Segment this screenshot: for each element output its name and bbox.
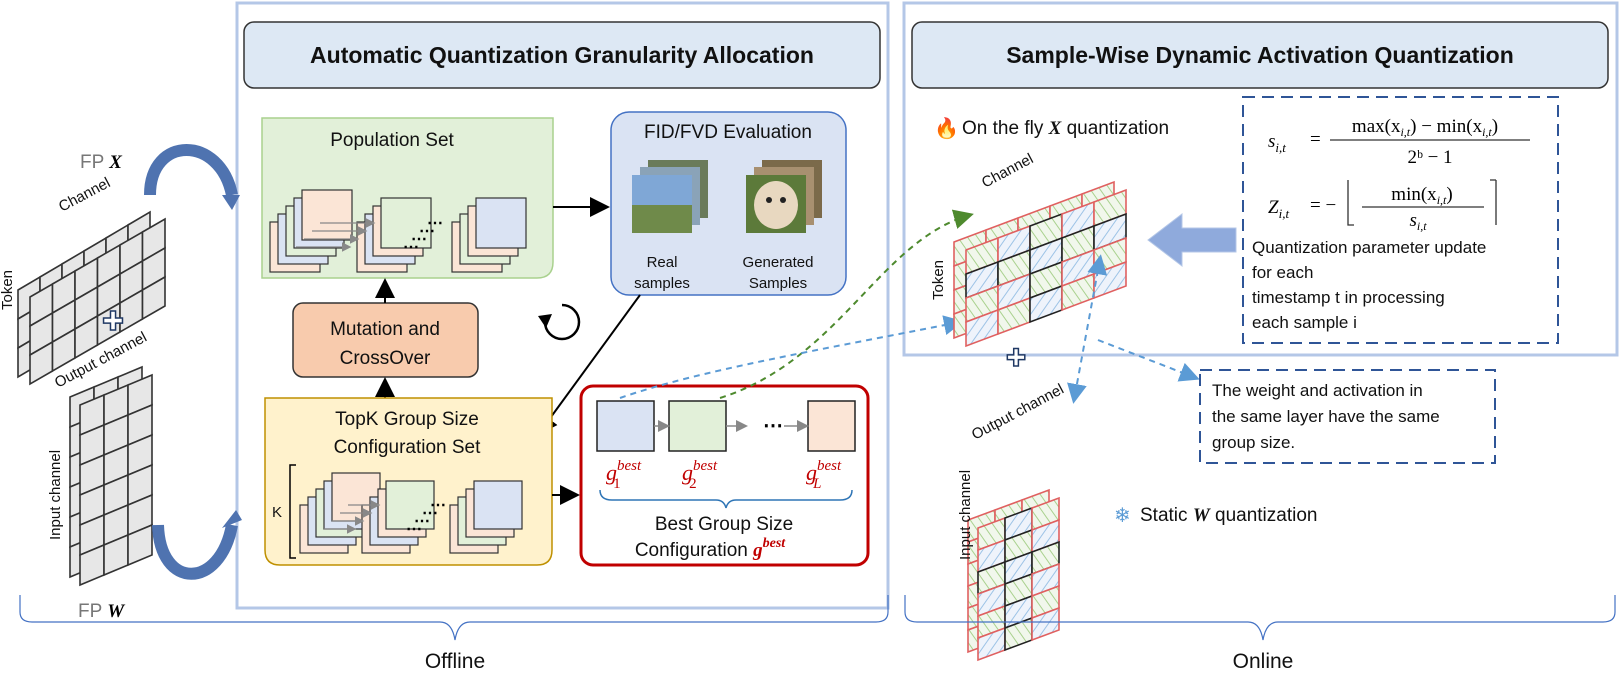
topk-chromosomes: ⋯⋯⋯⋯ — [299, 472, 523, 554]
chromosome-card — [301, 189, 353, 241]
offline-title-box — [243, 21, 881, 89]
population-chromosomes: ⋯⋯⋯⋯ — [269, 189, 527, 273]
multiply-icon-online: ✚ — [1006, 345, 1026, 372]
w-input-channel-axis-label-online: Input channel — [957, 470, 974, 560]
offline-brace — [19, 595, 889, 641]
act-channel-axis-label: Channel — [979, 150, 1036, 191]
snowflake-icon: ❄ — [1114, 505, 1131, 527]
topk-label: TopK Group Size — [335, 409, 479, 430]
multiply-icon: ✚ — [102, 306, 124, 336]
online-label: Online — [1233, 650, 1294, 673]
best-group-1 — [596, 400, 655, 452]
best-to-weight-dashed-arrow — [619, 315, 964, 399]
svg-text:si,t: si,t — [1268, 131, 1286, 155]
best-config-label: Best Group Size — [655, 514, 793, 535]
w-output-channel-axis-label-online: Output channel — [969, 381, 1067, 444]
topk-label-2: Configuration Set — [334, 437, 482, 458]
update-text: Quantization parameter update for each t… — [1252, 238, 1491, 332]
x-token-axis-label: Token — [0, 270, 16, 310]
act-token-axis-label: Token — [930, 260, 947, 300]
zero-point-formula: Zi,t = − min(xi,t) si,t — [1268, 179, 1497, 233]
fid-evaluation-title: FID/FVD Evaluation — [644, 122, 812, 143]
svg-text:si,t: si,t — [1409, 210, 1427, 233]
fp-x-label: FP X — [80, 152, 123, 173]
svg-text:2ᵇ − 1: 2ᵇ − 1 — [1407, 147, 1452, 168]
chromosome-card — [473, 480, 523, 530]
best-group-2 — [668, 400, 727, 452]
gL-best: gbest L — [806, 458, 842, 492]
fid-evaluation-box — [610, 111, 847, 296]
best-config-label-2: Configuration gbest — [635, 536, 786, 561]
topk-stack-2 — [361, 480, 435, 554]
curved-arrow-x-icon — [144, 144, 238, 197]
update-arrow-icon — [1147, 212, 1237, 268]
g1-best: gbest 1 — [606, 458, 642, 492]
fp-w-label: FP W — [78, 601, 125, 622]
chain-ellipsis: ⋯ — [411, 231, 427, 248]
chromosome-card — [385, 480, 435, 530]
chain-ellipsis: ⋯ — [414, 513, 430, 530]
topk-stack-3 — [449, 480, 523, 554]
fp-w-front-layer — [79, 373, 153, 587]
best-brace — [599, 489, 853, 509]
note-text: The weight and activation in the same la… — [1212, 381, 1444, 452]
w-input-channel-axis-label: Input channel — [47, 450, 64, 540]
fp-inputs — [17, 210, 166, 587]
real-samples-label-2: samples — [634, 275, 690, 292]
k-bracket — [289, 464, 296, 559]
svg-text:max(xi,t) − min(xi,t): max(xi,t) − min(xi,t) — [1352, 116, 1498, 139]
k-label: K — [272, 504, 282, 521]
offline-frame — [235, 1, 890, 610]
chain-ellipsis: ⋯ — [406, 521, 422, 538]
chain-ellipsis: ⋯ — [422, 505, 438, 522]
online-brace — [904, 595, 1616, 641]
shared-group-dashed-arrow — [1067, 254, 1108, 404]
curved-arrow-w-icon — [152, 523, 238, 580]
fire-icon: 🔥 — [934, 116, 959, 140]
formula-box — [1242, 96, 1559, 344]
note-box — [1199, 369, 1496, 464]
offline-label: Offline — [425, 650, 485, 673]
population-stack-3 — [451, 197, 527, 273]
grid-cell — [127, 523, 153, 567]
fp-x-front-layer — [29, 217, 166, 386]
chromosome-card — [380, 197, 432, 249]
chain-ellipsis: ⋯ — [430, 497, 446, 514]
mutation-label: Mutation and — [330, 319, 440, 340]
generated-samples-label: Generated — [743, 254, 814, 271]
population-set-label: Population Set — [330, 130, 454, 151]
best-group-L — [807, 400, 856, 452]
real-samples-label: Real — [647, 254, 678, 271]
svg-text:=: = — [1310, 129, 1321, 150]
best-ellipsis: ⋯ — [763, 415, 783, 437]
loop-icon — [543, 303, 581, 341]
grid-cell — [141, 275, 166, 321]
chain-ellipsis: ⋯ — [427, 215, 443, 232]
chromosome-card — [475, 197, 527, 249]
scale-formula: si,t = max(xi,t) − min(xi,t) 2ᵇ − 1 — [1268, 116, 1530, 168]
online-frame — [902, 1, 1619, 357]
chain-ellipsis: ⋯ — [419, 223, 435, 240]
arrow-fid-to-topk — [537, 294, 641, 436]
generated-samples-image — [746, 160, 822, 233]
g2-best: gbest 2 — [682, 458, 718, 492]
chain-ellipsis: ⋯ — [403, 239, 419, 256]
grid-cell — [1031, 606, 1060, 642]
svg-text:= −: = − — [1310, 195, 1336, 216]
best-to-activation-dashed-arrow — [719, 209, 974, 399]
generated-samples-label-2: Samples — [749, 275, 807, 292]
real-samples-image — [632, 160, 708, 233]
crossover-label: CrossOver — [340, 348, 431, 369]
static-w-label: Static W quantization — [1140, 505, 1317, 526]
svg-text:min(xi,t): min(xi,t) — [1391, 184, 1452, 207]
x-channel-axis-label: Channel — [56, 174, 113, 215]
online-title-box — [911, 21, 1609, 89]
offline-title: Automatic Quantization Granularity Alloc… — [310, 42, 814, 68]
svg-text:Zi,t: Zi,t — [1268, 197, 1289, 221]
on-the-fly-label: On the fly X quantization — [962, 118, 1169, 139]
note-pointer-dashed-arrow — [1097, 339, 1200, 382]
online-title: Sample-Wise Dynamic Activation Quantizat… — [1006, 42, 1514, 68]
quantized-grids — [953, 180, 1127, 662]
